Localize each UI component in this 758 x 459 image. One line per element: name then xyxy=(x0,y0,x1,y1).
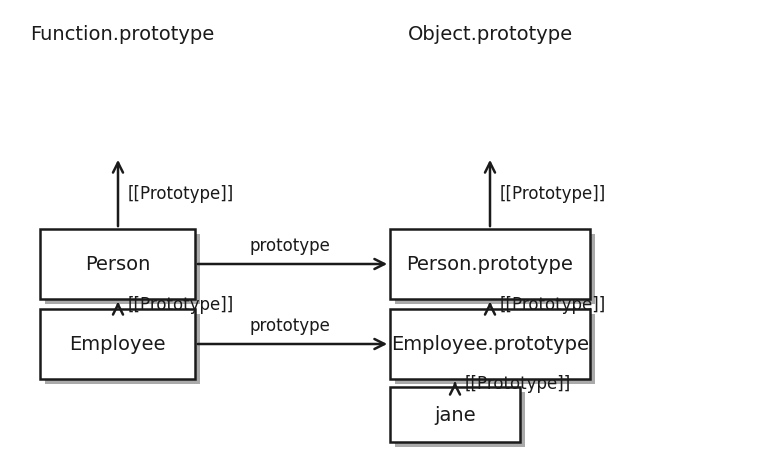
Bar xyxy=(395,314,595,384)
Bar xyxy=(390,387,520,442)
Text: Person: Person xyxy=(85,255,150,274)
Text: [[Prototype]]: [[Prototype]] xyxy=(500,185,606,202)
Text: [[Prototype]]: [[Prototype]] xyxy=(465,374,572,392)
Text: [[Prototype]]: [[Prototype]] xyxy=(128,295,234,313)
Bar xyxy=(390,309,590,379)
Text: Object.prototype: Object.prototype xyxy=(408,25,573,44)
Bar xyxy=(40,230,195,299)
Text: Employee.prototype: Employee.prototype xyxy=(391,335,589,354)
Bar xyxy=(45,235,200,304)
Text: [[Prototype]]: [[Prototype]] xyxy=(128,185,234,202)
Text: jane: jane xyxy=(434,405,476,424)
Text: prototype: prototype xyxy=(249,316,330,334)
Text: Employee: Employee xyxy=(69,335,166,354)
Bar xyxy=(395,235,595,304)
Bar xyxy=(45,314,200,384)
Bar xyxy=(395,392,525,447)
Text: prototype: prototype xyxy=(249,236,330,254)
Bar xyxy=(40,309,195,379)
Bar xyxy=(390,230,590,299)
Text: [[Prototype]]: [[Prototype]] xyxy=(500,295,606,313)
Text: Function.prototype: Function.prototype xyxy=(30,25,215,44)
Text: Person.prototype: Person.prototype xyxy=(406,255,574,274)
